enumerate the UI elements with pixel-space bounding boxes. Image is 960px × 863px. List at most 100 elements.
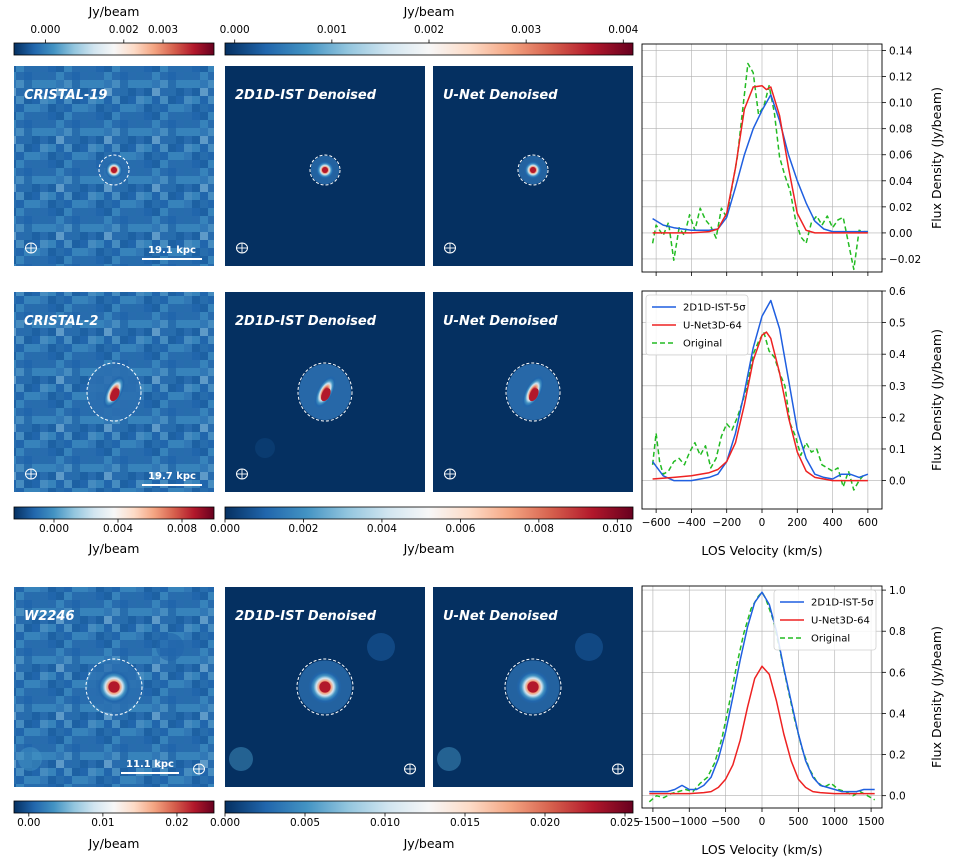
colorbar-tick-label: 0.02 — [165, 817, 188, 829]
colorbar-label: Jy/beam — [403, 4, 455, 19]
y-tick-label: 0.0 — [889, 791, 906, 803]
y-axis-label: Flux Density (Jy/beam) — [929, 87, 944, 229]
colorbar: 0.000 0.005 0.010 0.015 0.020 0.025 Jy/beam — [210, 800, 640, 851]
x-tick-label: 200 — [787, 517, 807, 529]
panel-title: U-Net Denoised — [443, 314, 558, 329]
spectrum-plot: −0.02 0.00 0.02 0.04 0.06 0.08 0.10 0.12 0.14 Flu… — [641, 43, 944, 276]
x-tick-label: 0 — [759, 517, 766, 529]
colorbar-tick-label: 0.002 — [288, 523, 318, 535]
image-panel: 2D1D-IST Denoised — [225, 292, 425, 492]
panel-title: CRISTAL-2 — [24, 314, 98, 329]
panel-title: CRISTAL-19 — [24, 88, 107, 103]
y-tick-label: 0.12 — [889, 72, 912, 84]
contour-line — [517, 154, 549, 186]
panel-title: 2D1D-IST Denoised — [235, 609, 377, 624]
beam-icon — [236, 468, 248, 480]
contour-line — [309, 154, 341, 186]
legend-label: Original — [683, 339, 722, 350]
colorbar-gradient — [13, 506, 215, 520]
faint-blob — [18, 747, 42, 771]
x-tick-label: −1500 — [635, 816, 671, 828]
colorbar-tick-label: 0.002 — [414, 24, 444, 36]
y-tick-label: 0.8 — [889, 626, 906, 638]
y-tick-label: 0.3 — [889, 381, 906, 393]
colorbar-gradient — [224, 800, 634, 814]
scale-bar-label: 19.1 kpc — [148, 245, 196, 256]
x-tick-label: 1500 — [858, 816, 885, 828]
contour-line — [297, 362, 353, 422]
spectrum-plots: −0.020.000.020.040.060.080.100.120.14Flu… — [635, 43, 944, 857]
colorbar-tick-label: 0.000 — [210, 817, 240, 829]
colorbar-label: Jy/beam — [88, 836, 140, 851]
colorbar: 0.000 0.002 0.003 Jy/beam — [13, 4, 215, 56]
colorbar-tick-label: 0.005 — [290, 817, 320, 829]
colorbar-gradient — [224, 506, 634, 520]
legend-box — [645, 294, 749, 356]
colorbar-tick-label: 0.002 — [109, 24, 139, 36]
image-panel: U-Net Denoised — [433, 292, 633, 492]
colorbar-tick-label: 0.020 — [530, 817, 560, 829]
panel-title: 2D1D-IST Denoised — [235, 314, 377, 329]
series-line-red — [649, 665, 875, 795]
spectrum-plot: 0.0 0.1 0.2 0.3 0.4 0.5 0.6 −600 −400 −200 0 200 400… — [641, 286, 944, 558]
beam-icon — [444, 468, 456, 480]
image-panel: CRISTAL-19 19.1 kpc — [14, 66, 214, 266]
faint-blob — [575, 633, 603, 661]
contour-line — [86, 362, 142, 422]
y-tick-label: 1.0 — [889, 585, 906, 597]
y-tick-label: 0.1 — [889, 444, 906, 456]
x-tick-label: −600 — [642, 517, 671, 529]
colorbar-gradient — [13, 42, 215, 56]
y-tick-label: 0.02 — [889, 202, 912, 214]
x-tick-label: 1000 — [821, 816, 848, 828]
spectrum-plot: 0.0 0.2 0.4 0.6 0.8 1.0 −1500 −1000 −500 0 500 1000… — [635, 585, 944, 857]
y-tick-label: 0.4 — [889, 708, 906, 720]
x-axis-label: LOS Velocity (km/s) — [701, 842, 822, 857]
beam-icon — [193, 763, 205, 775]
series-line-blue — [649, 591, 875, 793]
beam-icon — [25, 242, 37, 254]
contour-line — [296, 658, 354, 716]
colorbar-tick-label: 0.000 — [210, 523, 240, 535]
colorbar: 0.000 0.004 0.008 Jy/beam — [13, 506, 215, 556]
y-tick-label: 0.6 — [889, 667, 906, 679]
colorbar-tick-label: 0.004 — [367, 523, 397, 535]
y-tick-label: 0.00 — [889, 228, 912, 240]
colorbar-tick-label: 0.001 — [317, 24, 347, 36]
x-tick-label: −400 — [677, 517, 706, 529]
x-axis-label: LOS Velocity (km/s) — [701, 543, 822, 558]
colorbar-gradient — [13, 800, 215, 814]
faint-blob — [437, 747, 461, 771]
scale-bar-label: 19.7 kpc — [148, 471, 196, 482]
colorbar-tick-label: 0.015 — [450, 817, 480, 829]
legend-label: U-Net3D-64 — [811, 616, 870, 627]
y-tick-label: 0.06 — [889, 150, 913, 162]
colorbar-tick-label: 0.004 — [103, 523, 133, 535]
image-panel: U-Net Denoised — [433, 587, 633, 787]
x-tick-label: −1000 — [672, 816, 708, 828]
contour-line — [504, 658, 562, 716]
source-core — [527, 681, 539, 693]
legend-box — [773, 589, 877, 651]
contour-line — [98, 154, 130, 186]
source-core — [321, 388, 331, 402]
colorbar: 0.000 0.001 0.002 0.003 0.004 Jy/beam — [220, 4, 639, 56]
colorbar-label: Jy/beam — [403, 836, 455, 851]
colorbar-tick-label: 0.01 — [91, 817, 114, 829]
x-tick-label: 400 — [823, 517, 843, 529]
faint-blob — [255, 438, 275, 458]
series-line-red — [652, 331, 868, 482]
colorbar-tick-label: 0.010 — [602, 523, 632, 535]
image-panel: 2D1D-IST Denoised — [225, 66, 425, 266]
colorbar-tick-label: 0.010 — [370, 817, 400, 829]
y-tick-label: 0.6 — [889, 286, 906, 298]
colorbar: 0.000 0.002 0.004 0.006 0.008 0.010 Jy/beam — [210, 506, 634, 556]
source-core — [111, 167, 117, 173]
beam-icon — [236, 242, 248, 254]
y-axis-label: Flux Density (Jy/beam) — [929, 329, 944, 471]
image-panel: U-Net Denoised — [433, 66, 633, 266]
series-line-blue — [652, 94, 868, 233]
x-tick-label: 600 — [858, 517, 878, 529]
legend-label: Original — [811, 634, 850, 645]
